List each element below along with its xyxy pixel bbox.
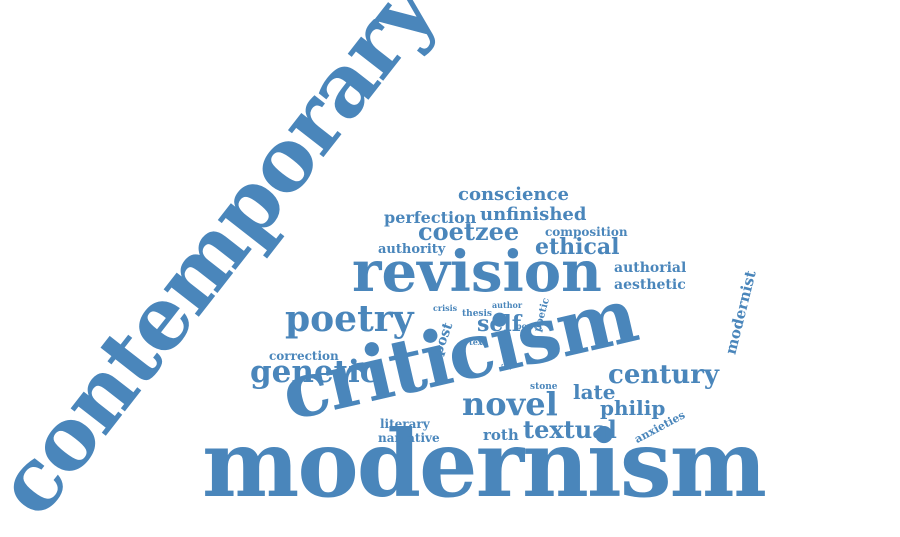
cloud-word-revision: revision (352, 239, 602, 305)
cloud-word-poetry: poetry (285, 298, 414, 340)
cloud-word-thesis: thesis (462, 309, 492, 319)
cloud-word-genetic: genetic (250, 354, 379, 390)
cloud-word-authorial: authorial (614, 260, 687, 276)
cloud-word-late: late (573, 380, 616, 404)
cloud-word-crisis: crisis (433, 303, 458, 313)
cloud-word-form: form (500, 337, 514, 370)
cloud-word-stone: stone (530, 382, 558, 392)
cloud-word-power: power (516, 321, 544, 331)
cloud-word-novel: novel (462, 385, 558, 423)
cloud-word-correction: correction (269, 349, 339, 363)
cloud-word-century: century (608, 360, 719, 390)
cloud-word-ethical: ethical (535, 234, 620, 260)
cloud-word-perfection: perfection (384, 208, 477, 227)
cloud-word-roth: roth (483, 426, 519, 444)
cloud-word-philip: philip (600, 396, 666, 420)
cloud-word-conscience: conscience (458, 184, 569, 205)
cloud-word-authority: authority (378, 242, 446, 257)
cloud-word-text: text (469, 337, 487, 347)
cloud-word-modernist: modernist (721, 268, 760, 357)
cloud-word-literary: literary (380, 417, 430, 431)
cloud-word-coetzee: coetzee (418, 217, 520, 246)
cloud-word-narrative: narrative (378, 431, 440, 445)
cloud-word-composition: composition (545, 225, 628, 239)
cloud-word-unfinished: unfinished (480, 204, 587, 225)
cloud-word-textual: textual (523, 415, 617, 444)
cloud-word-aesthetic: aesthetic (614, 277, 686, 293)
cloud-word-modernism: modernism (202, 410, 767, 518)
cloud-word-author: author (492, 300, 523, 310)
cloud-word-self: self (477, 311, 522, 337)
